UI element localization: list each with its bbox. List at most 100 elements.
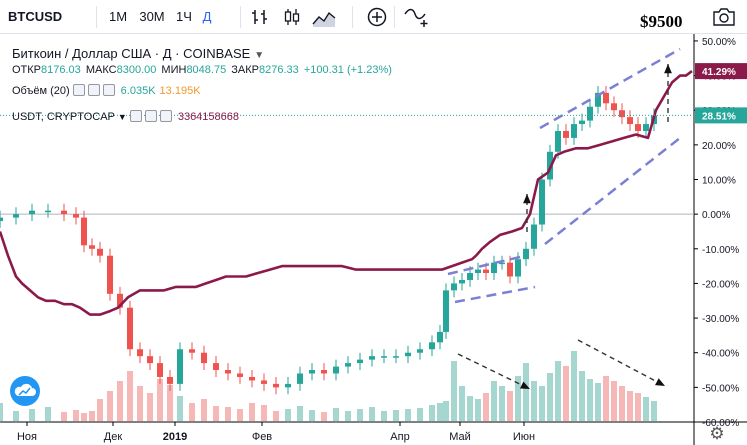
volume-bar	[107, 391, 113, 421]
low-value: 8048.75	[186, 64, 227, 76]
volume-bar	[443, 401, 449, 421]
volume-bar	[523, 363, 529, 421]
volume-bar	[97, 399, 103, 421]
volume-bar	[127, 371, 133, 421]
price-target-annotation: $9500	[640, 12, 683, 31]
arrow-up-middle-head	[523, 194, 531, 204]
compare-add-icon[interactable]	[366, 6, 388, 28]
candle-body	[443, 290, 449, 332]
y-tick-label: 0.00%	[702, 210, 730, 221]
interval-30m-button[interactable]: 30M	[139, 9, 165, 24]
open-value: 8176.03	[41, 64, 81, 76]
camera-icon[interactable]	[712, 7, 736, 27]
volume-bar	[507, 391, 513, 421]
volume-bar	[417, 408, 423, 421]
volume-bar	[321, 412, 327, 421]
interval-1h-button[interactable]: 1Ч	[176, 9, 192, 24]
candle-body	[167, 376, 173, 384]
interval-1m-button[interactable]: 1M	[108, 9, 128, 24]
volume-bar	[451, 361, 457, 421]
eye-icon[interactable]	[72, 84, 85, 96]
chevron-down-icon[interactable]: ▼	[117, 112, 127, 122]
high-label: МАКС	[85, 64, 117, 76]
volume-legend: Объём (20) 6.035K 13.195K	[12, 84, 201, 97]
volume-bar	[429, 405, 435, 421]
volume-bar	[13, 411, 19, 421]
volume-bar	[333, 408, 339, 421]
eye-icon[interactable]	[129, 110, 142, 122]
settings-icon[interactable]	[87, 84, 100, 96]
volume-bar	[459, 386, 465, 421]
volume-bar	[405, 409, 411, 421]
bars-style-icon[interactable]	[250, 7, 270, 27]
candle-body	[201, 352, 207, 364]
y-tick-label: -40.00%	[702, 349, 739, 360]
x-tick-label: Ноя	[17, 431, 37, 443]
volume-bar	[167, 385, 173, 421]
candle-body	[555, 131, 561, 152]
settings-icon[interactable]	[144, 110, 157, 122]
candle-body	[107, 255, 113, 294]
volume-bar	[579, 371, 585, 421]
candle-body	[531, 224, 537, 249]
y-tick-label: -10.00%	[702, 245, 739, 256]
cloud-icon[interactable]	[10, 376, 40, 406]
volume-bar	[237, 409, 243, 421]
candle-body	[515, 259, 521, 277]
price-badge-bg	[695, 63, 747, 80]
volume-bar	[539, 386, 545, 421]
open-label: ОТКР	[12, 64, 42, 76]
symbol-search-button[interactable]: BTCUSD	[8, 9, 63, 24]
candle-body	[73, 214, 79, 218]
ohlc-values: ОТКР8176.03 МАКС8300.00 МИН8048.75 ЗАКР8…	[12, 64, 392, 76]
candle-body	[507, 262, 513, 277]
candle-body	[81, 217, 87, 246]
candle-body	[451, 283, 457, 291]
volume-bar	[611, 381, 617, 421]
candle-body	[523, 248, 529, 260]
candle-body	[571, 124, 577, 138]
price-badge-label: 28.51%	[702, 111, 736, 122]
candle-body	[177, 349, 183, 384]
volume-bar	[635, 393, 641, 421]
candle-body	[13, 214, 19, 218]
volume-bar	[285, 409, 291, 421]
gear-icon[interactable]: ⚙	[709, 424, 725, 443]
area-style-icon[interactable]	[312, 7, 336, 27]
close-icon[interactable]	[102, 84, 115, 96]
chart-toolbar: BTCUSD 1M 30M 1Ч Д $9500	[0, 0, 747, 34]
candle-body	[89, 245, 95, 249]
volume-bar	[475, 399, 481, 421]
candle-body	[261, 380, 267, 384]
channel-line-lower-small	[454, 285, 536, 304]
close-icon[interactable]	[159, 110, 172, 122]
candle-body	[297, 373, 303, 384]
price-chart[interactable]: 50.00%40.00%30.00%20.00%10.00%0.00%-10.0…	[0, 34, 747, 445]
candle-body	[627, 117, 633, 125]
candle-body	[539, 179, 545, 225]
volume-bar	[89, 411, 95, 421]
volume-bar	[297, 406, 303, 421]
candle-body	[285, 383, 291, 388]
volume-bar	[381, 411, 387, 421]
y-tick-label: 10.00%	[702, 176, 736, 187]
candle-body	[563, 131, 569, 138]
chevron-down-icon[interactable]: ▼	[254, 50, 265, 61]
series-title: Биткоин / Доллар США · Д · COINBASE	[12, 46, 251, 61]
usdt-value: 3364158668	[177, 111, 240, 123]
candle-body	[237, 373, 243, 377]
indicators-icon[interactable]	[404, 6, 430, 28]
volume-bar	[515, 376, 521, 421]
volume-bar	[117, 381, 123, 421]
volume-bar	[483, 393, 489, 421]
candle-body	[459, 279, 465, 284]
volume-bar	[177, 396, 183, 421]
candle-body	[273, 383, 279, 388]
candle-body	[595, 92, 601, 107]
candle-body	[333, 366, 339, 374]
interval-1d-button[interactable]: Д	[202, 9, 212, 24]
y-tick-label: -20.00%	[702, 279, 739, 290]
y-tick-label: -30.00%	[702, 314, 739, 325]
candle-body	[483, 269, 489, 274]
candles-style-icon[interactable]	[282, 7, 302, 27]
